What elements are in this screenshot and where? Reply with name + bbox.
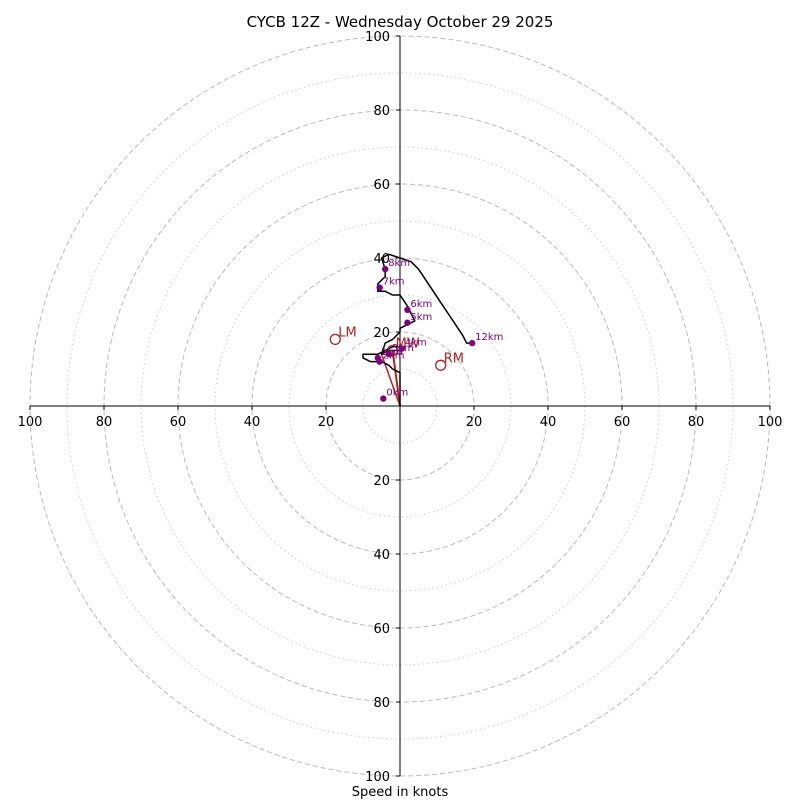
y-tick-label-top-60: 60 <box>373 178 390 193</box>
height-label-4km: 4km <box>405 338 427 349</box>
height-marker-5km <box>404 319 411 326</box>
y-tick-label-top-100: 100 <box>365 30 390 45</box>
x-tick-label-right-20: 20 <box>466 415 483 430</box>
storm-motion-label-rm: RM <box>444 351 464 366</box>
height-marker-3km <box>385 351 393 358</box>
y-tick-label-bottom-100: 100 <box>365 770 390 785</box>
height-label-5km: 5km <box>410 312 432 323</box>
x-tick-label-left-60: 60 <box>170 415 187 430</box>
height-marker-4km <box>398 345 406 352</box>
height-label-0km: 0km <box>386 388 408 399</box>
y-tick-label-bottom-20: 20 <box>373 474 390 489</box>
storm-motion-marker-rm <box>435 359 447 371</box>
x-tick-label-right-100: 100 <box>758 415 783 430</box>
y-tick-label-bottom-60: 60 <box>373 622 390 637</box>
height-marker-7km <box>376 284 383 291</box>
y-tick-label-top-80: 80 <box>373 104 390 119</box>
storm-motion-label-lm: LM <box>338 325 356 340</box>
chart-title: CYCB 12Z - Wednesday October 29 2025 <box>247 13 554 31</box>
x-tick-label-left-80: 80 <box>96 415 113 430</box>
height-label-8km: 8km <box>388 258 410 269</box>
x-tick-label-left-40: 40 <box>244 415 261 430</box>
height-marker-12km <box>468 339 476 347</box>
height-label-2km: 2km <box>383 351 405 362</box>
mean-wind-vector <box>391 350 401 407</box>
x-tick-label-right-40: 40 <box>540 415 557 430</box>
x-tick-label-left-20: 20 <box>318 415 335 430</box>
x-tick-label-right-80: 80 <box>688 415 705 430</box>
height-label-6km: 6km <box>410 299 432 310</box>
height-marker-8km <box>382 265 389 273</box>
height-markers-layer: 0km1km2km3km4km5km6km7km8km12km <box>374 258 503 402</box>
storm-motion-marker-lm <box>329 333 341 346</box>
x-axis-label: Speed in knots <box>352 785 449 800</box>
height-label-1km: 1km <box>381 347 403 358</box>
hodograph-line <box>362 253 471 406</box>
x-tick-label-left-100: 100 <box>18 415 43 430</box>
y-tick-label-bottom-80: 80 <box>373 696 390 711</box>
height-marker-6km <box>404 306 411 313</box>
hodograph-trace-layer <box>362 253 471 406</box>
height-marker-0km <box>380 395 387 402</box>
y-tick-label-bottom-40: 40 <box>373 548 390 563</box>
height-marker-2km <box>376 358 383 365</box>
x-tick-label-right-60: 60 <box>614 415 631 430</box>
y-tick-label-top-20: 20 <box>373 326 390 341</box>
height-label-12km: 12km <box>475 332 503 343</box>
height-label-7km: 7km <box>383 277 405 288</box>
